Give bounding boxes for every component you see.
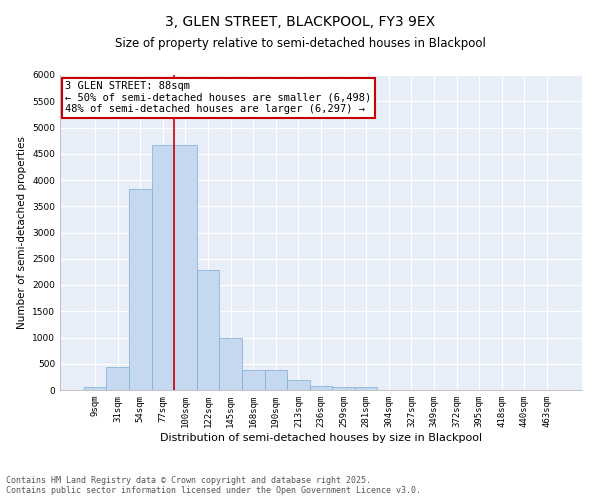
Bar [152,146,174,390]
Bar [84,388,106,390]
Bar [242,370,265,390]
Text: 3 GLEN STREET: 88sqm
← 50% of semi-detached houses are smaller (6,498)
48% of se: 3 GLEN STREET: 88sqm ← 50% of semi-detac… [65,82,371,114]
Text: Size of property relative to semi-detached houses in Blackpool: Size of property relative to semi-detach… [115,38,485,51]
Bar [174,146,197,390]
Bar [310,386,332,390]
Text: 3, GLEN STREET, BLACKPOOL, FY3 9EX: 3, GLEN STREET, BLACKPOOL, FY3 9EX [165,15,435,29]
Bar [220,338,242,390]
Bar [287,380,310,390]
X-axis label: Distribution of semi-detached houses by size in Blackpool: Distribution of semi-detached houses by … [160,432,482,442]
Text: Contains HM Land Registry data © Crown copyright and database right 2025.
Contai: Contains HM Land Registry data © Crown c… [6,476,421,495]
Bar [355,386,377,390]
Bar [332,386,355,390]
Y-axis label: Number of semi-detached properties: Number of semi-detached properties [17,136,26,329]
Bar [106,368,129,390]
Bar [129,190,152,390]
Bar [197,270,220,390]
Bar [265,370,287,390]
